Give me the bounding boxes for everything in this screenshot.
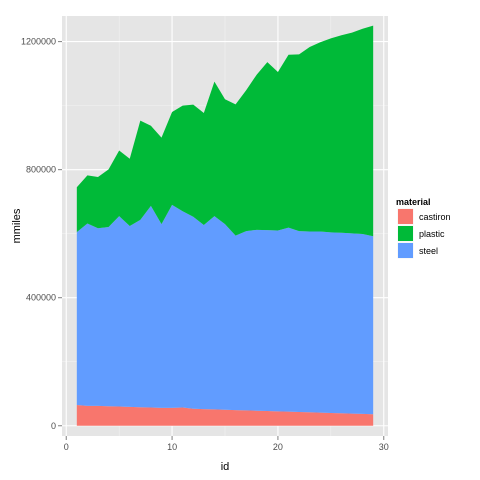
y-tick-label: 400000 [26, 293, 56, 303]
legend-label-castiron: castiron [419, 212, 451, 222]
legend: material castiron plastic steel [396, 197, 451, 260]
area-castiron [76, 404, 374, 426]
legend-key-plastic [398, 226, 413, 241]
legend-key-castiron [398, 209, 413, 224]
legend-label-steel: steel [419, 246, 438, 256]
plot-panel [62, 16, 388, 436]
area-steel [76, 204, 374, 415]
legend-title: material [396, 197, 431, 207]
area-plastic [76, 25, 374, 237]
x-tick-label: 30 [379, 442, 389, 452]
y-tick-label: 800000 [26, 165, 56, 175]
legend-label-plastic: plastic [419, 229, 445, 239]
x-axis: 0 10 20 30 [64, 436, 389, 452]
legend-key-steel [398, 243, 413, 258]
y-tick-label: 1200000 [21, 37, 56, 47]
y-axis: 0 400000 800000 1200000 [21, 37, 62, 431]
x-tick-label: 0 [64, 442, 69, 452]
legend-items: castiron plastic steel [396, 207, 451, 260]
y-axis-title: mmiles [11, 208, 23, 243]
x-tick-label: 10 [167, 442, 177, 452]
area-series-group [76, 25, 374, 426]
x-axis-title: id [221, 461, 230, 473]
y-tick-label: 0 [51, 421, 56, 431]
x-tick-label: 20 [273, 442, 283, 452]
